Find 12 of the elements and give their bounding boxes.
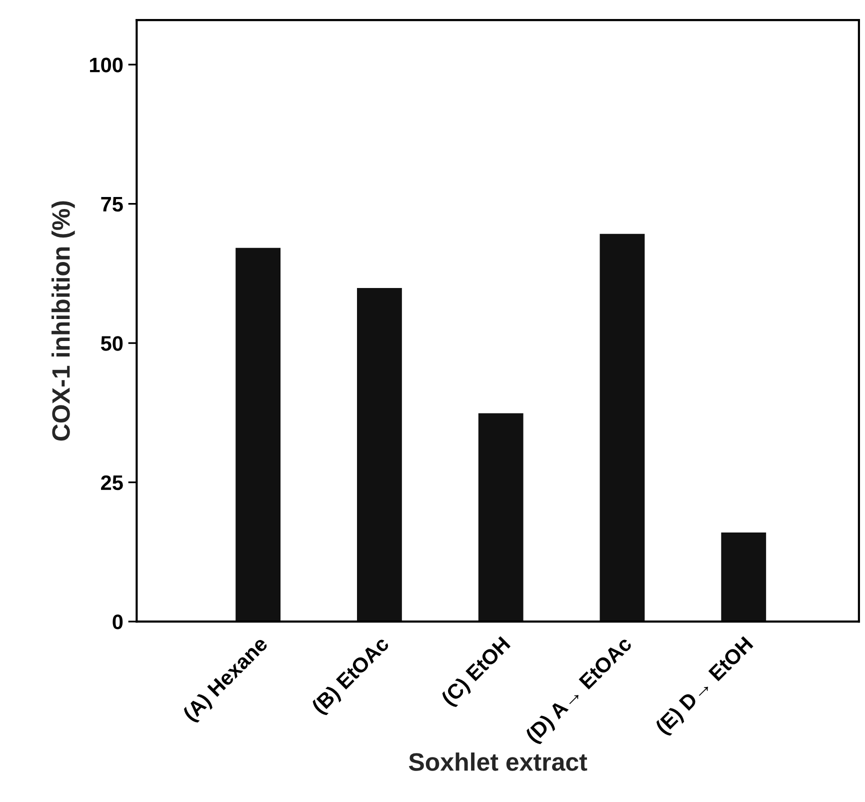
y-tick-label: 100 — [90, 58, 123, 72]
bar — [356, 288, 402, 622]
y-axis-title: COX-1 inhibition (%) — [52, 201, 75, 441]
x-axis-title: Soxhlet extract — [408, 752, 588, 771]
y-tick-label: 50 — [100, 336, 123, 351]
y-tick-label: 0 — [112, 614, 123, 630]
bar — [478, 413, 524, 622]
bar — [236, 248, 281, 622]
y-tick-label: 25 — [101, 475, 123, 490]
y-tick-label: 75 — [101, 197, 123, 212]
bar — [721, 532, 766, 622]
bar — [600, 234, 645, 622]
